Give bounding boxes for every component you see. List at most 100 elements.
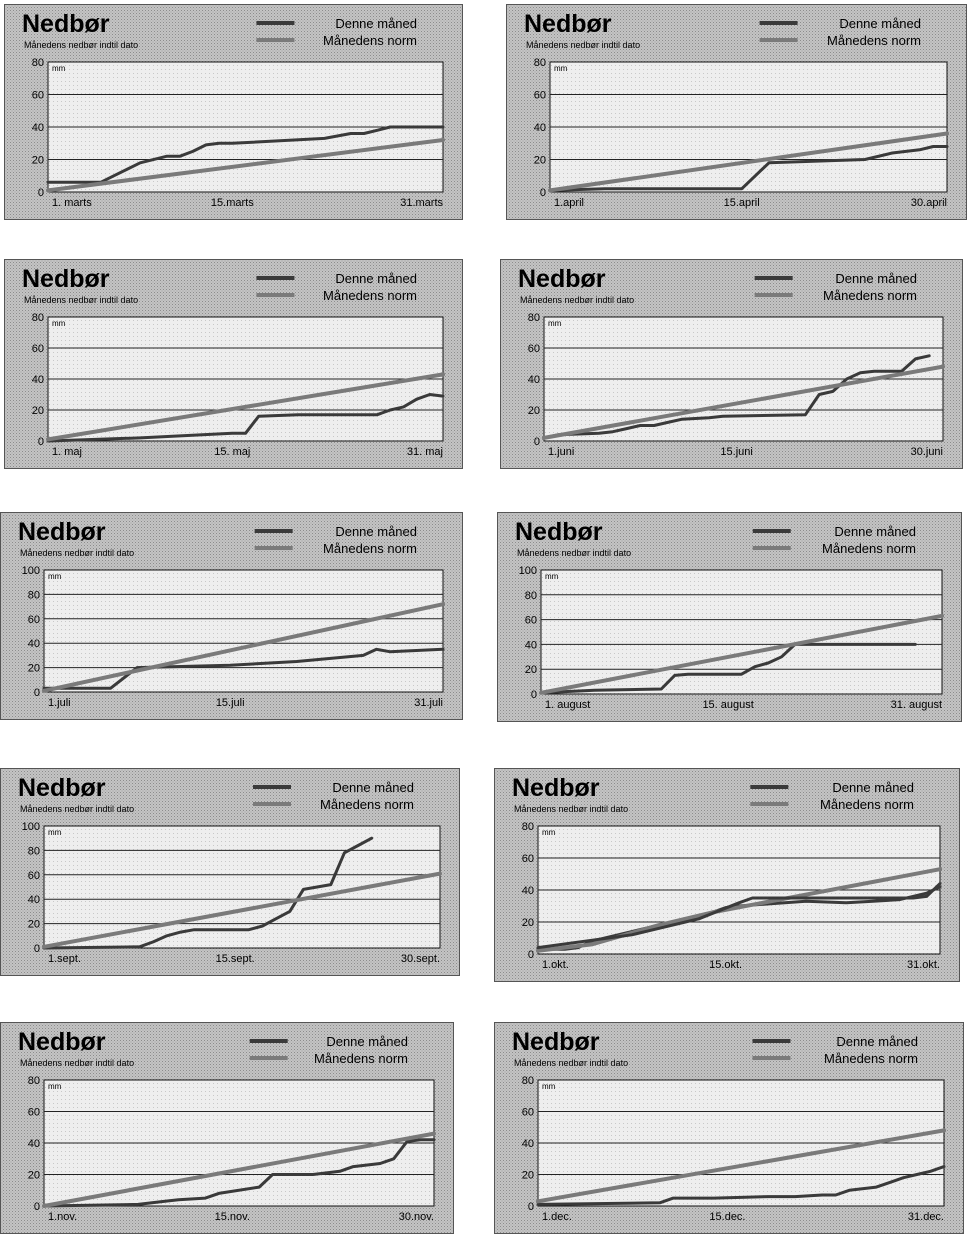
chart-title: Nedbør <box>518 265 606 293</box>
y-tick-label: 40 <box>525 639 537 651</box>
x-tick-label: 15.juli <box>216 697 245 709</box>
series-line-norm <box>536 1128 946 1204</box>
precip-panel: Nedbør Månedens nedbør indtil dato Denne m… <box>0 512 463 720</box>
y-tick-label: 60 <box>32 343 44 355</box>
x-tick-label: 1. maj <box>52 446 82 458</box>
x-tick-label: 1.okt. <box>542 959 569 971</box>
y-tick-label: 20 <box>522 917 534 929</box>
y-axis-unit: mm <box>48 1082 62 1091</box>
y-tick-label: 20 <box>528 405 540 417</box>
y-tick-label: 20 <box>522 1170 534 1182</box>
chart-title: Nedbør <box>18 774 106 802</box>
chart-subtitle: Månedens nedbør indtil dato <box>24 40 138 50</box>
x-tick-label: 15.sept. <box>216 953 255 965</box>
x-tick-label: 1. august <box>545 699 590 711</box>
chart-title: Nedbør <box>515 518 603 546</box>
x-tick-label: 15.juni <box>720 446 752 458</box>
chart-subtitle: Månedens nedbør indtil dato <box>20 804 134 814</box>
y-tick-label: 40 <box>28 1138 40 1150</box>
y-axis-unit: mm <box>52 64 66 73</box>
legend-label-actual: Denne måned <box>335 16 417 31</box>
precip-panel: Nedbør Månedens nedbør indtil dato Denne m… <box>0 1022 454 1234</box>
precip-panel: Nedbør Månedens nedbør indtil dato Denne m… <box>494 1022 964 1234</box>
y-axis-unit: mm <box>542 1082 556 1091</box>
series-line-actual <box>42 836 374 950</box>
y-tick-label: 20 <box>28 1170 40 1182</box>
x-tick-label: 1.juni <box>548 446 574 458</box>
precip-chart: Nedbør Månedens nedbør indtil dato Denne m… <box>4 4 463 220</box>
y-tick-label: 0 <box>38 436 44 448</box>
x-tick-label: 1.nov. <box>48 1211 77 1223</box>
y-tick-label: 0 <box>34 1201 40 1213</box>
y-tick-label: 40 <box>32 374 44 386</box>
y-tick-label: 60 <box>28 1107 40 1119</box>
x-tick-label: 15.april <box>724 197 760 209</box>
legend-label-norm: Månedens norm <box>823 288 917 303</box>
x-tick-label: 15.nov. <box>215 1211 250 1223</box>
series-line-actual <box>42 1138 436 1208</box>
legend-label-norm: Månedens norm <box>820 797 914 812</box>
legend-label-norm: Månedens norm <box>323 541 417 556</box>
y-tick-label: 0 <box>38 187 44 199</box>
x-tick-label: 30.april <box>911 197 947 209</box>
series-line-actual <box>536 1165 946 1206</box>
precip-chart: Nedbør Månedens nedbør indtil dato Denne m… <box>497 512 962 722</box>
y-axis-unit: mm <box>542 828 556 837</box>
x-tick-label: 1.dec. <box>542 1211 572 1223</box>
legend-label-norm: Månedens norm <box>822 541 916 556</box>
y-tick-label: 20 <box>525 664 537 676</box>
y-tick-label: 40 <box>32 122 44 134</box>
legend-label-norm: Månedens norm <box>314 1051 408 1066</box>
legend-label-actual: Denne måned <box>834 524 916 539</box>
x-tick-label: 1.sept. <box>48 953 81 965</box>
precip-chart: Nedbør Månedens nedbør indtil dato Denne m… <box>0 768 460 976</box>
precip-panel: Nedbør Månedens nedbør indtil dato Denne m… <box>500 259 963 469</box>
legend-label-actual: Denne måned <box>326 1034 408 1049</box>
x-tick-label: 31.marts <box>400 197 443 209</box>
y-tick-label: 60 <box>28 614 40 626</box>
y-tick-label: 80 <box>28 845 40 857</box>
legend-label-actual: Denne måned <box>335 524 417 539</box>
precip-chart: Nedbør Månedens nedbør indtil dato Denne m… <box>4 259 463 469</box>
x-tick-label: 31. maj <box>407 446 443 458</box>
chart-subtitle: Månedens nedbør indtil dato <box>514 1058 628 1068</box>
series-line-norm <box>46 372 445 442</box>
x-tick-label: 30.sept. <box>401 953 440 965</box>
chart-title: Nedbør <box>512 774 600 802</box>
y-tick-label: 100 <box>22 821 40 833</box>
precip-chart: Nedbør Månedens nedbør indtil dato Denne m… <box>494 1022 964 1234</box>
chart-title: Nedbør <box>22 10 110 38</box>
chart-title: Nedbør <box>22 265 110 293</box>
y-tick-label: 60 <box>525 615 537 627</box>
x-tick-label: 31.okt. <box>907 959 940 971</box>
series-line-actual <box>42 647 445 690</box>
y-tick-label: 40 <box>522 1138 534 1150</box>
x-tick-label: 31.dec. <box>908 1211 944 1223</box>
y-tick-label: 40 <box>28 894 40 906</box>
precip-chart: Nedbør Månedens nedbør indtil dato Denne m… <box>500 259 963 469</box>
precip-panel: Nedbør Månedens nedbør indtil dato Denne m… <box>4 4 463 220</box>
y-axis-unit: mm <box>52 319 66 328</box>
x-tick-label: 15.okt. <box>709 959 742 971</box>
series-line-norm <box>548 131 949 193</box>
series-line-norm <box>542 364 945 440</box>
chart-title: Nedbør <box>524 10 612 38</box>
y-tick-label: 0 <box>34 687 40 699</box>
y-tick-label: 60 <box>28 870 40 882</box>
x-tick-label: 30.nov. <box>399 1211 434 1223</box>
y-tick-label: 40 <box>528 374 540 386</box>
y-tick-label: 80 <box>525 590 537 602</box>
series-line-extra <box>536 882 942 950</box>
y-tick-label: 60 <box>534 90 546 102</box>
precip-panel: Nedbør Månedens nedbør indtil dato Denne m… <box>4 259 463 469</box>
y-axis-unit: mm <box>48 828 62 837</box>
x-tick-label: 1.juli <box>48 697 71 709</box>
y-tick-label: 40 <box>534 122 546 134</box>
legend-label-actual: Denne måned <box>332 780 414 795</box>
chart-subtitle: Månedens nedbør indtil dato <box>520 295 634 305</box>
y-tick-label: 60 <box>522 1107 534 1119</box>
precip-chart: Nedbør Månedens nedbør indtil dato Denne m… <box>0 1022 454 1234</box>
x-tick-label: 15. maj <box>214 446 250 458</box>
y-tick-label: 0 <box>540 187 546 199</box>
legend-label-norm: Månedens norm <box>323 33 417 48</box>
